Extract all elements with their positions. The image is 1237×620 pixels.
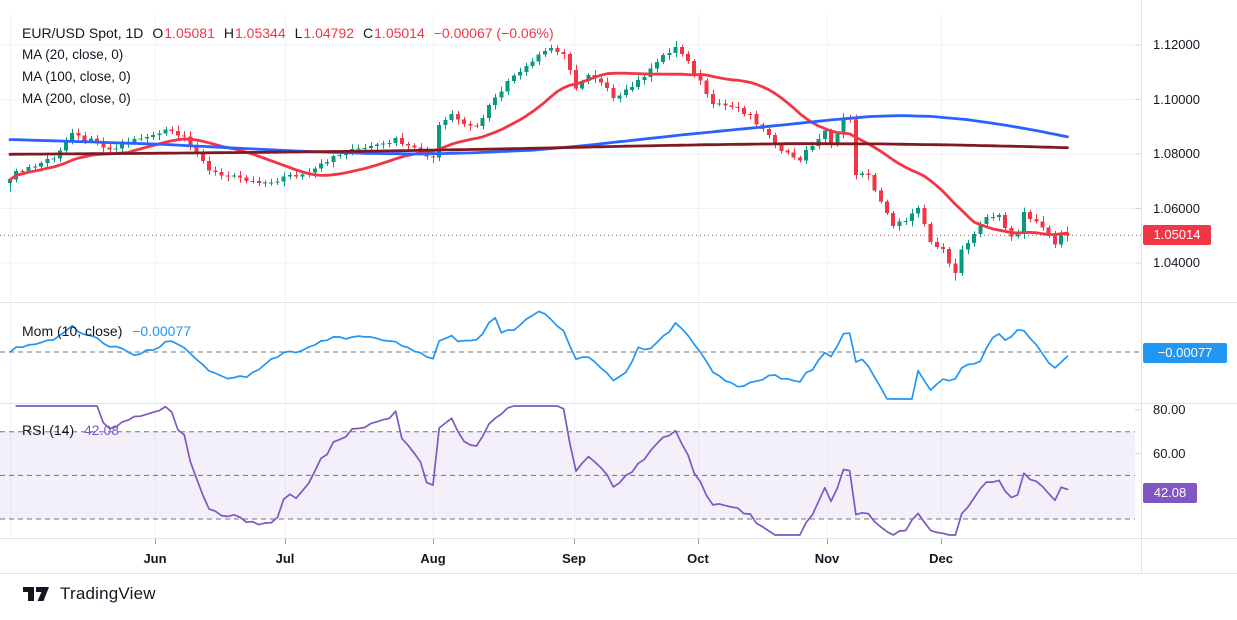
- main-chart-legend: EUR/USD Spot, 1D O1.05081 H1.05344 L1.04792…: [22, 22, 554, 110]
- rsi-label: RSI (14): [22, 422, 75, 438]
- ma100-legend-row[interactable]: MA (100, close, 0): [22, 69, 131, 84]
- time-axis-month-label: Jul: [275, 551, 295, 566]
- momentum-label: Mom (10, close): [22, 323, 123, 339]
- price-tick-label: 1.06000: [1153, 200, 1200, 216]
- rsi-tick-label: 80.00: [1153, 402, 1186, 417]
- rsi-legend[interactable]: RSI (14) 42.08: [22, 419, 119, 441]
- rsi-value: 42.08: [84, 422, 120, 438]
- price-tick-label: 1.10000: [1153, 91, 1200, 107]
- time-axis-month-label: Jun: [143, 551, 167, 566]
- price-tick-label: 1.12000: [1153, 37, 1200, 52]
- time-axis-month-label: Dec: [929, 551, 953, 566]
- time-axis-month-label: Aug: [420, 551, 446, 566]
- momentum-legend[interactable]: Mom (10, close) −0.00077: [22, 320, 191, 342]
- momentum-value: −0.00077: [132, 323, 192, 339]
- ohlc-high-label: H: [223, 25, 234, 41]
- ohlc-high-value: 1.05344: [235, 25, 286, 41]
- tradingview-logo-icon: [23, 587, 49, 601]
- ohlc-low-value: 1.04792: [303, 25, 355, 41]
- change-value: −0.00067 (−0.06%): [433, 25, 554, 41]
- ohlc-open-label: O: [152, 25, 164, 41]
- tradingview-attribution[interactable]: TradingView: [22, 584, 156, 604]
- ohlc-low-label: L: [294, 25, 303, 41]
- rsi-value-badge: 42.08: [1143, 482, 1197, 503]
- momentum-value-badge: −0.00077: [1143, 343, 1227, 364]
- ohlc-close-label: C: [363, 25, 374, 41]
- last-price-badge: 1.05014: [1143, 225, 1211, 246]
- symbol-title[interactable]: EUR/USD Spot, 1D: [22, 25, 144, 41]
- rsi-tick-label: 60.00: [1153, 445, 1186, 461]
- price-tick-label: 1.04000: [1153, 255, 1200, 270]
- price-tick-label: 1.08000: [1153, 146, 1200, 161]
- price-axis[interactable]: 1.12000 1.10000 1.08000 1.06000 1.04000 80.00…: [1141, 0, 1237, 573]
- ma20-legend-row[interactable]: MA (20, close, 0): [22, 47, 124, 62]
- time-axis-month-label: Nov: [814, 551, 840, 566]
- time-axis[interactable]: Jun Jul Aug Sep Oct Nov Dec: [0, 539, 1141, 573]
- tradingview-brand-text: TradingView: [60, 584, 156, 603]
- ma200-legend-row[interactable]: MA (200, close, 0): [22, 91, 131, 106]
- ohlc-close-value: 1.05014: [374, 25, 425, 41]
- time-axis-month-label: Sep: [562, 551, 586, 566]
- time-axis-month-label: Oct: [687, 551, 709, 566]
- ohlc-open-value: 1.05081: [164, 25, 215, 41]
- symbol-row[interactable]: EUR/USD Spot, 1D O1.05081 H1.05344 L1.04792…: [22, 22, 554, 44]
